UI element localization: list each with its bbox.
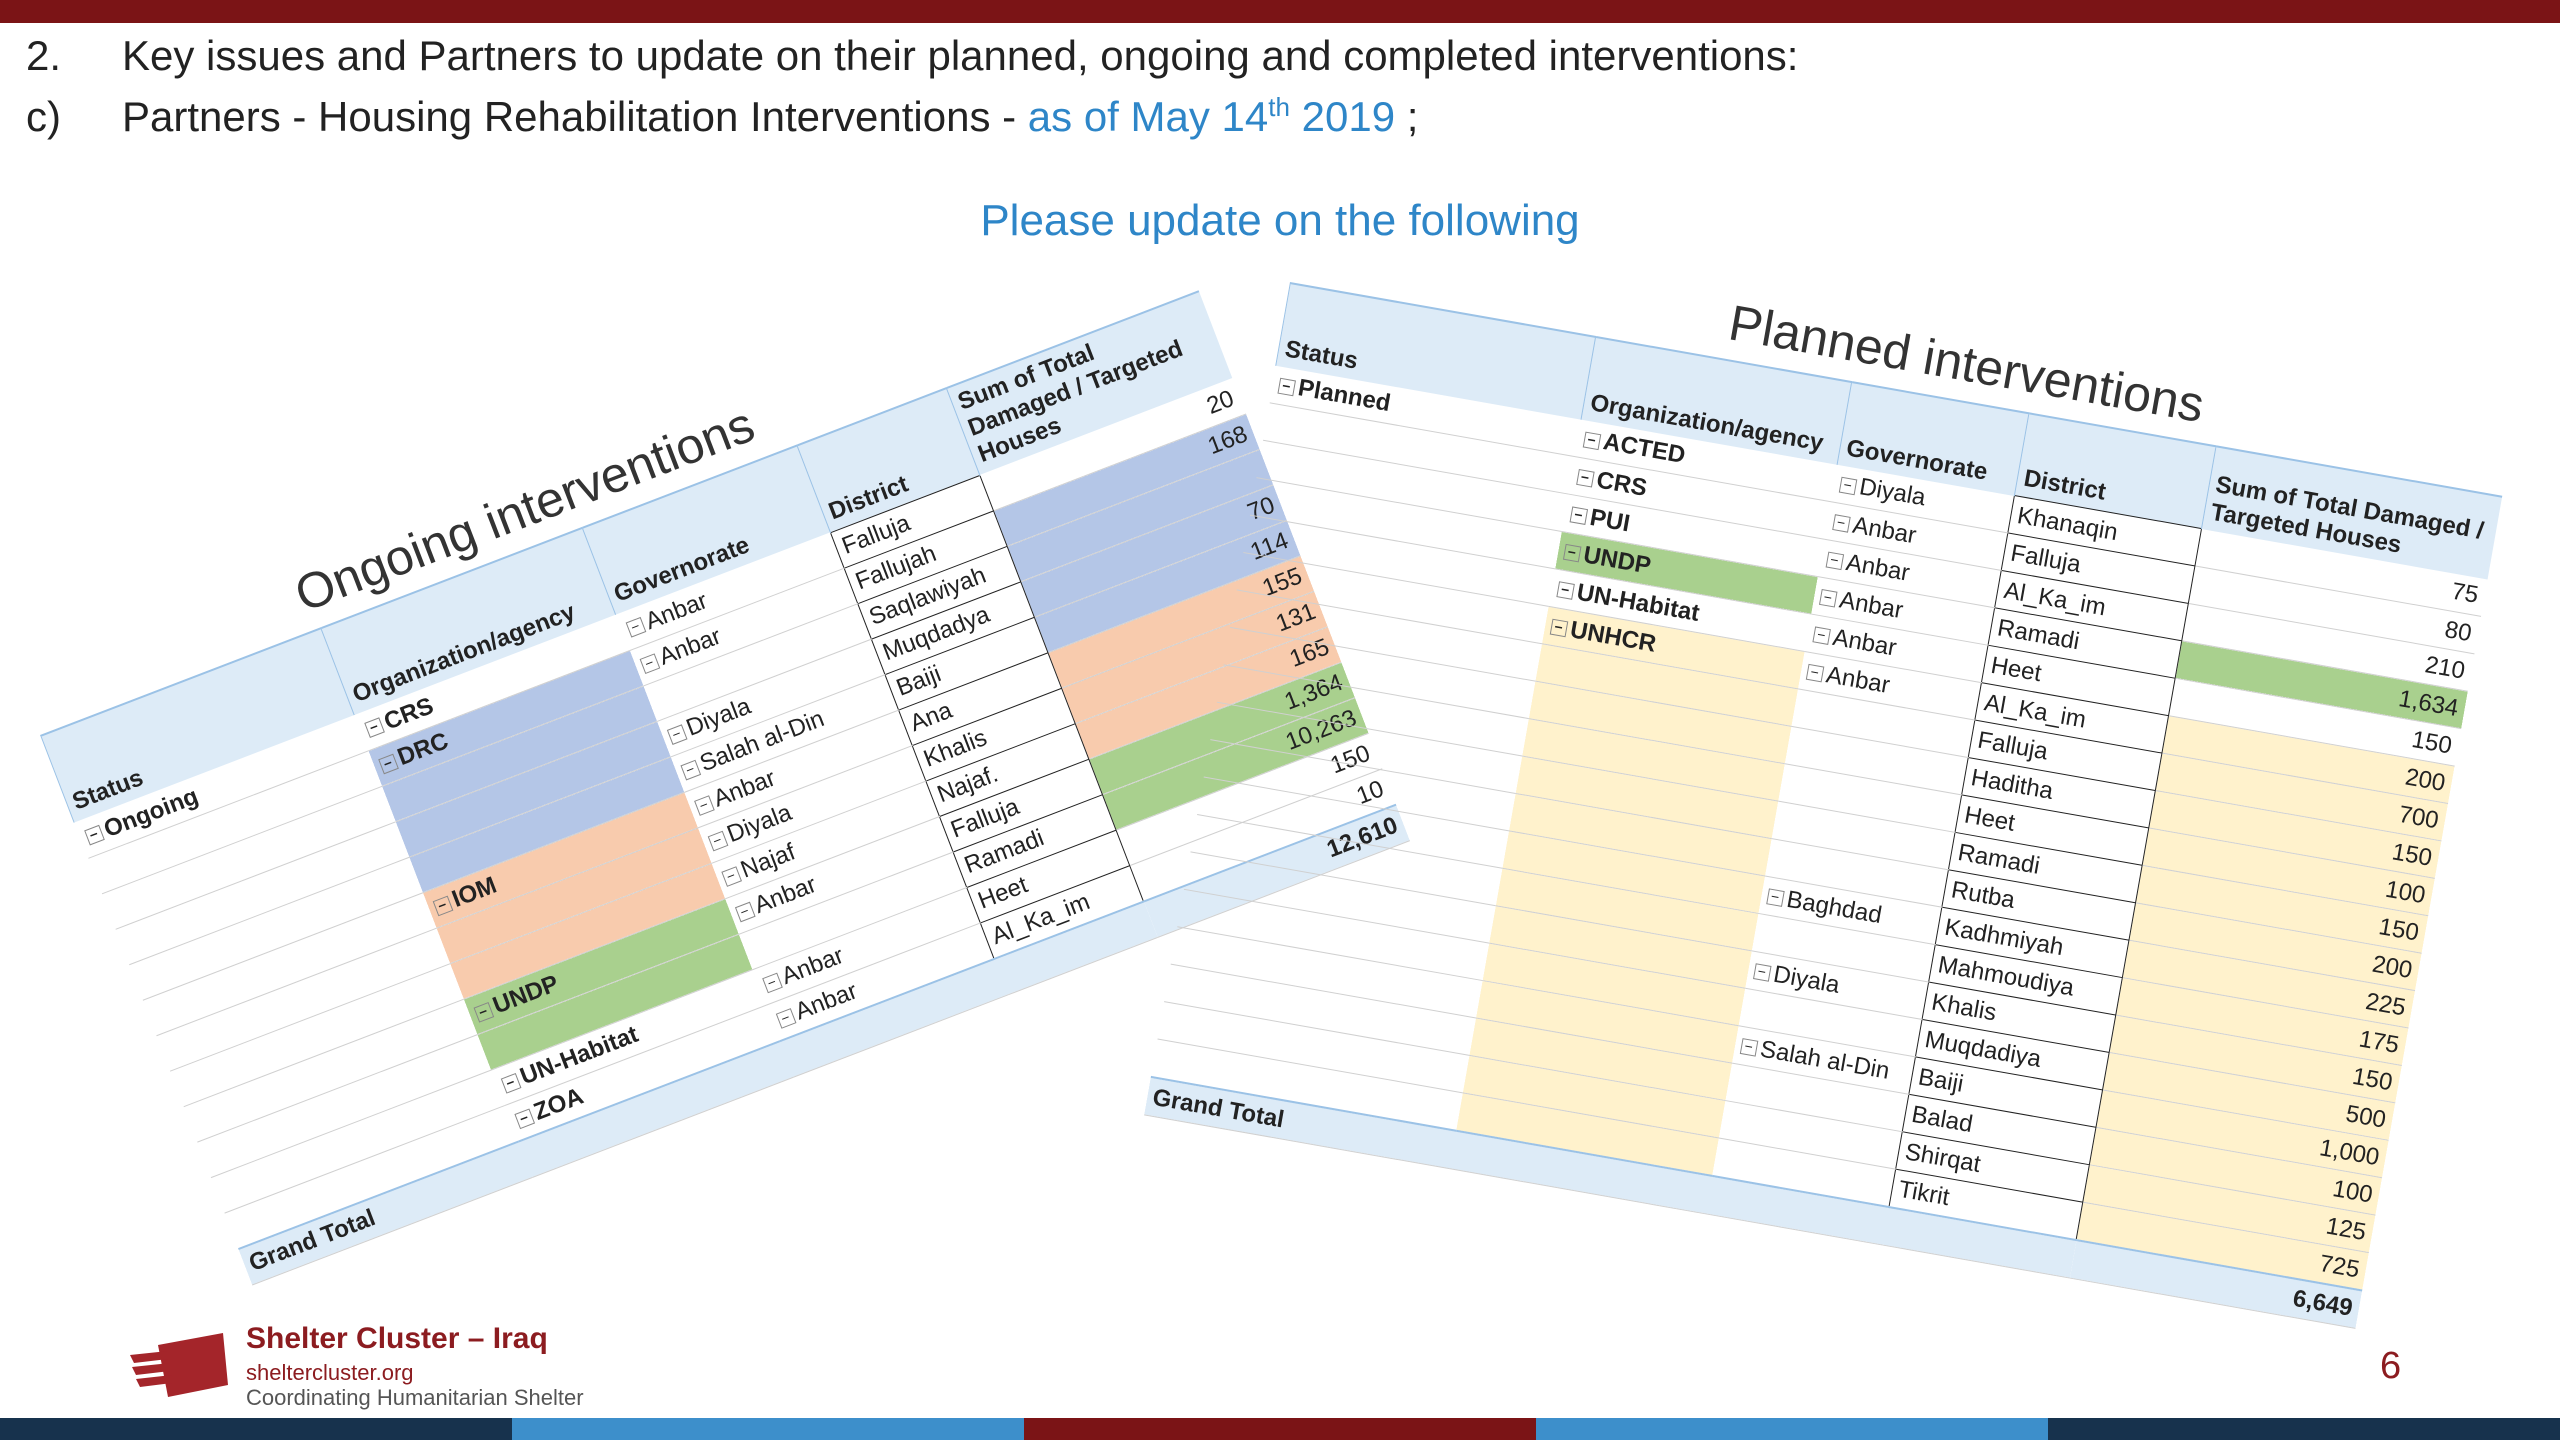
website: sheltercluster.org [246, 1360, 414, 1385]
bottom-bar [0, 1418, 2560, 1440]
item-number: 2. [26, 32, 62, 79]
year: 2019 [1301, 93, 1396, 140]
suffix: ; [1406, 93, 1419, 140]
header-line: 2. Key issues and Partners to update on t… [26, 32, 1798, 80]
page-number: 6 [2380, 1345, 2402, 1387]
item-number: c) [26, 93, 61, 140]
item-text: Key issues and Partners to update on the… [122, 32, 1799, 79]
subtitle: Please update on the following [980, 196, 1580, 245]
top-bar [0, 0, 2560, 23]
org-name: Shelter Cluster – Iraq [246, 1322, 548, 1355]
pivot-table: Status Organization/agency Governorate Dist… [1143, 282, 2502, 1329]
date: as of May 14 [1027, 93, 1269, 140]
item-text: Partners - Housing Rehabilitation Interv… [122, 93, 1017, 140]
date-superscript: th [1268, 92, 1290, 122]
tagline: Coordinating Humanitarian Shelter [246, 1385, 584, 1410]
planned-table: Planned interventions Status Organization… [1143, 282, 2502, 1329]
header-line: c) Partners - Housing Rehabilitation Inte… [26, 92, 1418, 141]
logo [130, 1333, 228, 1397]
